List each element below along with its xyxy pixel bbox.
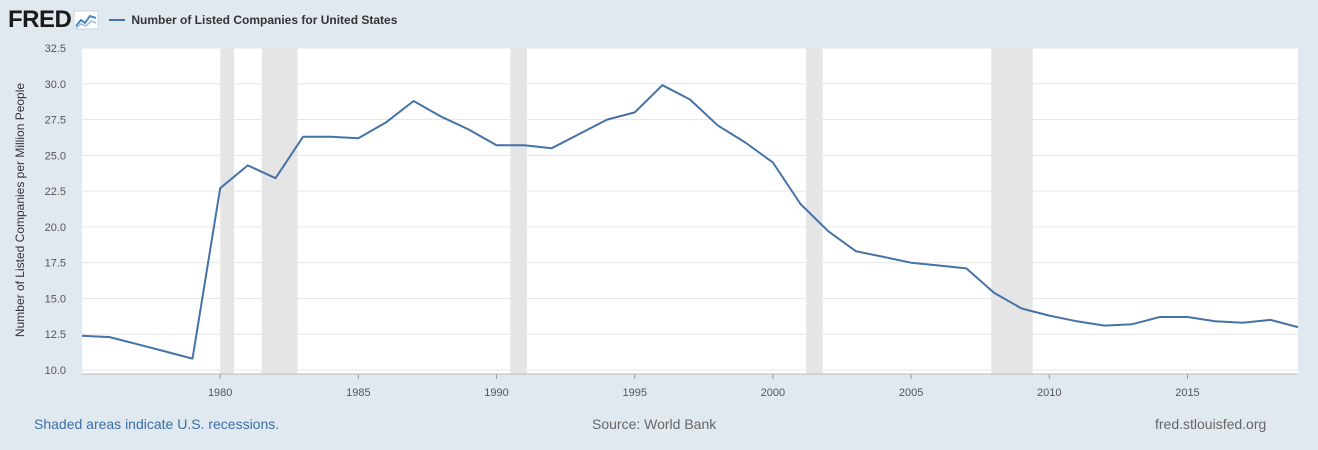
x-tick-label: 1980 xyxy=(208,387,232,399)
chart-header: FRED Number of Listed Companies for Unit… xyxy=(8,6,397,34)
series-group xyxy=(81,84,1299,360)
y-tick-label: 20.0 xyxy=(45,222,66,234)
x-axis-ticks: 1980 1985 1990 1995 2000 2005 2010 2015 xyxy=(82,373,1298,399)
gridlines xyxy=(82,47,1298,371)
y-tick-label: 32.5 xyxy=(45,43,66,55)
chart-legend[interactable]: Number of Listed Companies for United St… xyxy=(109,13,397,27)
y-tick-label: 27.5 xyxy=(45,115,66,127)
series-line xyxy=(81,84,1299,360)
x-tick-label: 2000 xyxy=(761,387,785,399)
y-tick-label: 15.0 xyxy=(45,293,66,305)
y-tick-label: 10.0 xyxy=(45,365,66,377)
line-chart: 10.0 12.5 15.0 17.5 20.0 22.5 25.0 27.5 30.0 32.5… xyxy=(13,43,1299,399)
recession-bands xyxy=(220,48,1033,374)
recession-band xyxy=(510,48,527,374)
recession-note[interactable]: Shaded areas indicate U.S. recessions. xyxy=(34,416,280,432)
y-tick-label: 12.5 xyxy=(45,329,66,341)
y-tick-label: 22.5 xyxy=(45,186,66,198)
legend-series-label[interactable]: Number of Listed Companies for United St… xyxy=(131,13,398,27)
y-axis-label: Number of Listed Companies per Million P… xyxy=(13,83,27,337)
source-note: Source: World Bank xyxy=(592,416,717,432)
recession-band xyxy=(806,48,823,374)
x-tick-label: 2005 xyxy=(899,387,923,399)
fred-logo: FRED xyxy=(8,6,72,33)
x-tick-label: 2010 xyxy=(1037,387,1061,399)
x-tick-label: 1995 xyxy=(622,387,646,399)
x-tick-label: 1985 xyxy=(346,387,370,399)
y-tick-label: 25.0 xyxy=(45,150,66,162)
trend-chart-icon xyxy=(73,10,99,30)
y-tick-label: 30.0 xyxy=(45,79,66,91)
recession-band xyxy=(261,48,298,374)
y-tick-label: 17.5 xyxy=(45,258,66,270)
legend-swatch xyxy=(109,19,126,21)
x-tick-label: 2015 xyxy=(1175,387,1199,399)
recession-band xyxy=(991,48,1033,374)
y-axis-ticks: 10.0 12.5 15.0 17.5 20.0 22.5 25.0 27.5 30.0 32.5 xyxy=(45,43,66,377)
x-tick-label: 1990 xyxy=(484,387,508,399)
recession-band xyxy=(220,48,234,374)
site-link[interactable]: fred.stlouisfed.org xyxy=(1155,416,1267,432)
